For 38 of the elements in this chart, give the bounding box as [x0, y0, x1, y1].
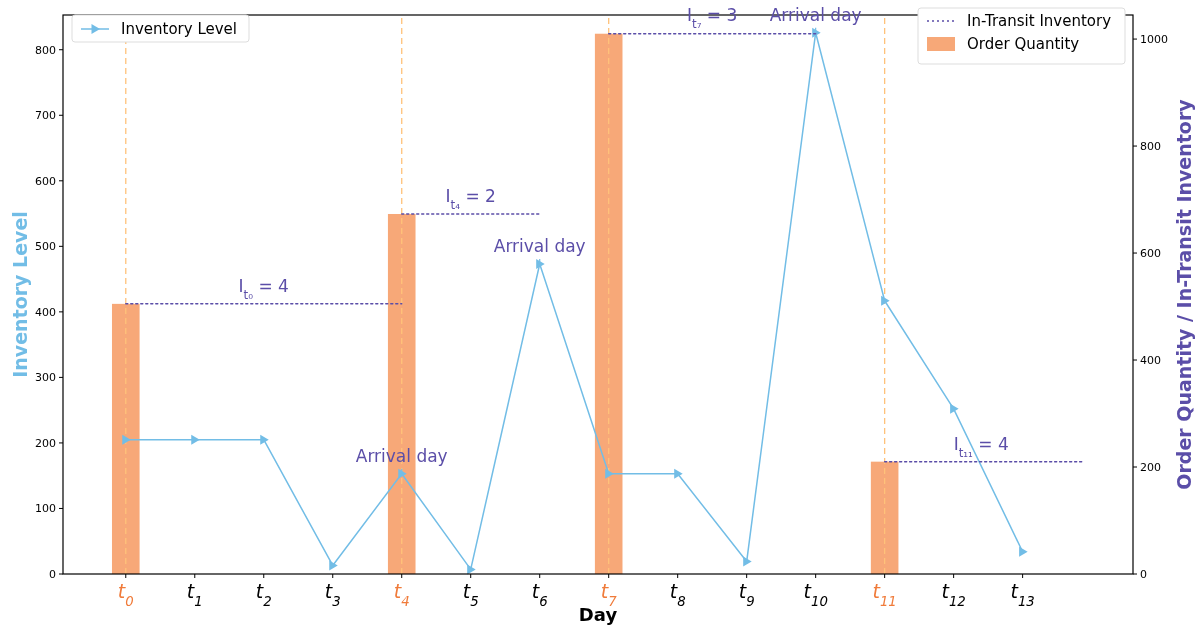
- x-tick-label: t$_{12}$: [941, 580, 966, 609]
- y-tick-label: 800: [35, 43, 56, 57]
- x-tick-label: t$_{5}$: [462, 580, 479, 609]
- y2-tick-label: 800: [1140, 140, 1161, 154]
- y-tick-label: 0: [49, 568, 56, 581]
- x-tick-label: t$_{13}$: [1010, 580, 1035, 609]
- x-tick-label: t$_{1}$: [186, 580, 203, 609]
- y-tick-label: 600: [35, 174, 56, 188]
- y2-axis-title: Order Quantity / In-Transit Inventory: [1173, 98, 1195, 490]
- x-tick-label: t$_{9}$: [738, 580, 755, 609]
- y-tick-label: 400: [35, 305, 56, 319]
- x-tick-label: t$_{10}$: [803, 580, 828, 609]
- y-tick-label: 300: [35, 371, 56, 385]
- y-tick-label: 200: [35, 436, 56, 450]
- y2-tick-label: 400: [1140, 354, 1161, 368]
- y2-tick-label: 600: [1140, 247, 1161, 261]
- annotation: I$_{t₄}$ = 2: [445, 185, 496, 212]
- legend-label: Order Quantity: [967, 35, 1080, 53]
- annotation: Arrival day: [493, 236, 586, 257]
- y-tick-label: 500: [35, 240, 56, 254]
- annotation: I$_{t₁₁}$ = 4: [953, 433, 1009, 460]
- y2-tick-label: 1000: [1140, 33, 1168, 47]
- x-tick-label: t$_{6}$: [531, 580, 548, 609]
- x-tick-label: t$_{8}$: [669, 580, 686, 609]
- x-tick-label: t$_{7}$: [600, 580, 618, 609]
- y2-tick-label: 0: [1140, 568, 1147, 581]
- annotation: I$_{t₀}$ = 4: [238, 276, 289, 302]
- x-tick-label: t$_{2}$: [255, 580, 272, 609]
- y-tick-label: 700: [35, 109, 56, 123]
- x-tick-label: t$_{3}$: [324, 580, 341, 609]
- x-tick-label: t$_{11}$: [872, 580, 897, 609]
- legend-label: Inventory Level: [121, 20, 238, 38]
- legend-label: In-Transit Inventory: [967, 12, 1112, 30]
- y2-tick-label: 200: [1140, 461, 1161, 475]
- x-tick-label: t$_{0}$: [117, 580, 134, 609]
- y-axis-title: Inventory Level: [9, 211, 31, 378]
- x-tick-label: t$_{4}$: [393, 580, 410, 609]
- y-tick-label: 100: [35, 502, 56, 516]
